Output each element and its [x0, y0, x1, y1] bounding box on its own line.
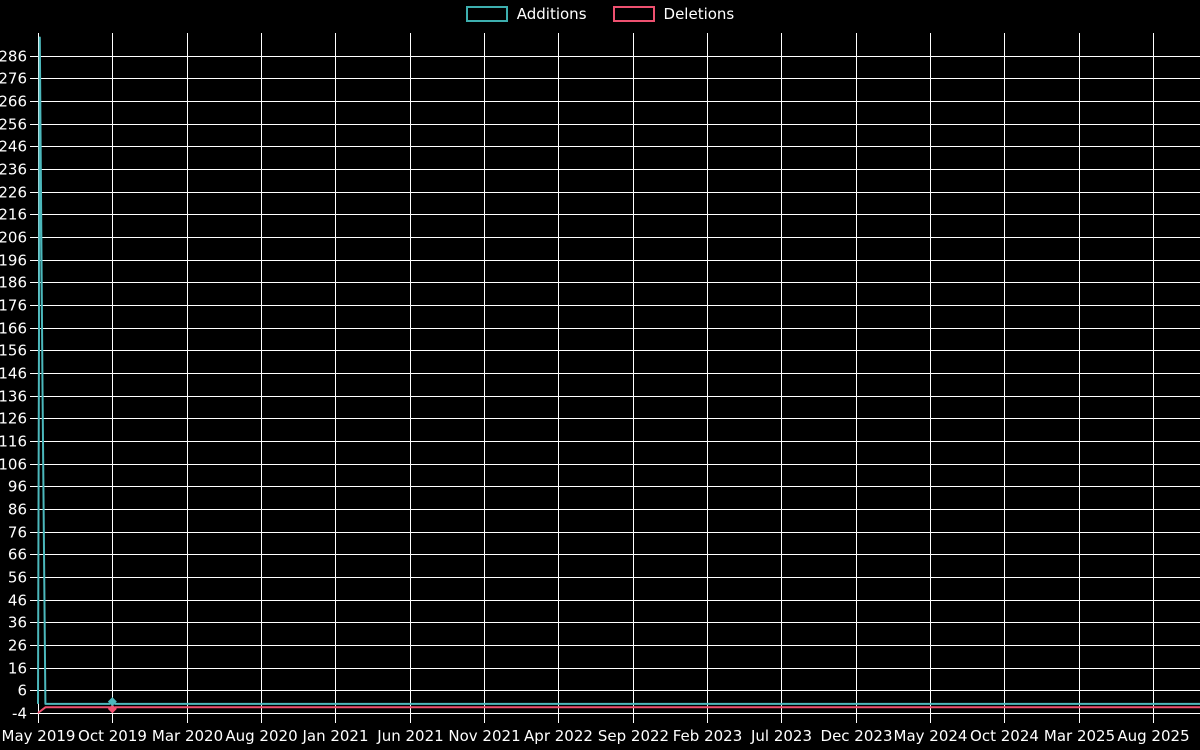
y-tick-label: 206	[0, 229, 27, 247]
x-tick-label: Sep 2022	[598, 727, 669, 745]
x-tick-label: Feb 2023	[673, 727, 743, 745]
x-tick-label: Nov 2021	[448, 727, 520, 745]
y-tick-label: 36	[8, 614, 27, 632]
y-tick-label: -4	[12, 705, 27, 723]
y-tick-label: 16	[8, 660, 27, 678]
y-tick-label: 276	[0, 70, 27, 88]
legend-item-additions[interactable]: Additions	[465, 4, 587, 23]
additions-point-marker	[107, 697, 117, 707]
deletions-line	[37, 706, 1200, 714]
legend-item-deletions[interactable]: Deletions	[612, 4, 735, 23]
x-tick-label: Jul 2023	[750, 727, 812, 745]
x-tick-label: Apr 2022	[524, 727, 593, 745]
y-tick-label: 176	[0, 297, 27, 315]
x-tick-label: Mar 2025	[1044, 727, 1115, 745]
x-tick-label: May 2024	[894, 727, 968, 745]
y-tick-label: 156	[0, 342, 27, 360]
x-tick-label: May 2019	[2, 727, 76, 745]
y-tick-label: 106	[0, 456, 27, 474]
y-tick-label: 226	[0, 184, 27, 202]
y-tick-label: 66	[8, 546, 27, 564]
x-tick-label: Aug 2025	[1117, 727, 1189, 745]
y-tick-label: 246	[0, 138, 27, 156]
deletions-point-marker	[107, 704, 117, 714]
y-tick-label: 126	[0, 410, 27, 428]
x-tick-label: Mar 2020	[152, 727, 223, 745]
y-tick-label: 76	[8, 524, 27, 542]
y-tick-label: 146	[0, 365, 27, 383]
legend-label-additions: Additions	[516, 4, 587, 23]
x-tick-label: Oct 2019	[78, 727, 147, 745]
y-tick-label: 96	[8, 478, 27, 496]
y-tick-label: 26	[8, 637, 27, 655]
additions-swatch-icon	[465, 6, 508, 22]
y-tick-label: 6	[17, 682, 27, 700]
y-tick-label: 136	[0, 388, 27, 406]
x-tick-label: Dec 2023	[821, 727, 893, 745]
y-tick-label: 236	[0, 161, 27, 179]
y-tick-label: 256	[0, 116, 27, 134]
legend-label-deletions: Deletions	[663, 4, 735, 23]
y-tick-label: 46	[8, 592, 27, 610]
chart-legend: Additions Deletions	[0, 6, 1200, 22]
y-tick-label: 56	[8, 569, 27, 587]
y-tick-label: 86	[8, 501, 27, 519]
x-tick-label: Aug 2020	[225, 727, 297, 745]
y-tick-label: 116	[0, 433, 27, 451]
y-tick-label: 186	[0, 274, 27, 292]
x-tick-label: Jun 2021	[376, 727, 443, 745]
x-tick-label: Oct 2024	[970, 727, 1039, 745]
x-tick-label: Jan 2021	[301, 727, 368, 745]
y-tick-label: 166	[0, 320, 27, 338]
y-tick-label: 196	[0, 252, 27, 270]
y-tick-label: 286	[0, 48, 27, 66]
deletions-swatch-icon	[612, 6, 655, 22]
additions-line	[37, 36, 1200, 705]
y-tick-label: 216	[0, 206, 27, 224]
y-tick-label: 266	[0, 93, 27, 111]
